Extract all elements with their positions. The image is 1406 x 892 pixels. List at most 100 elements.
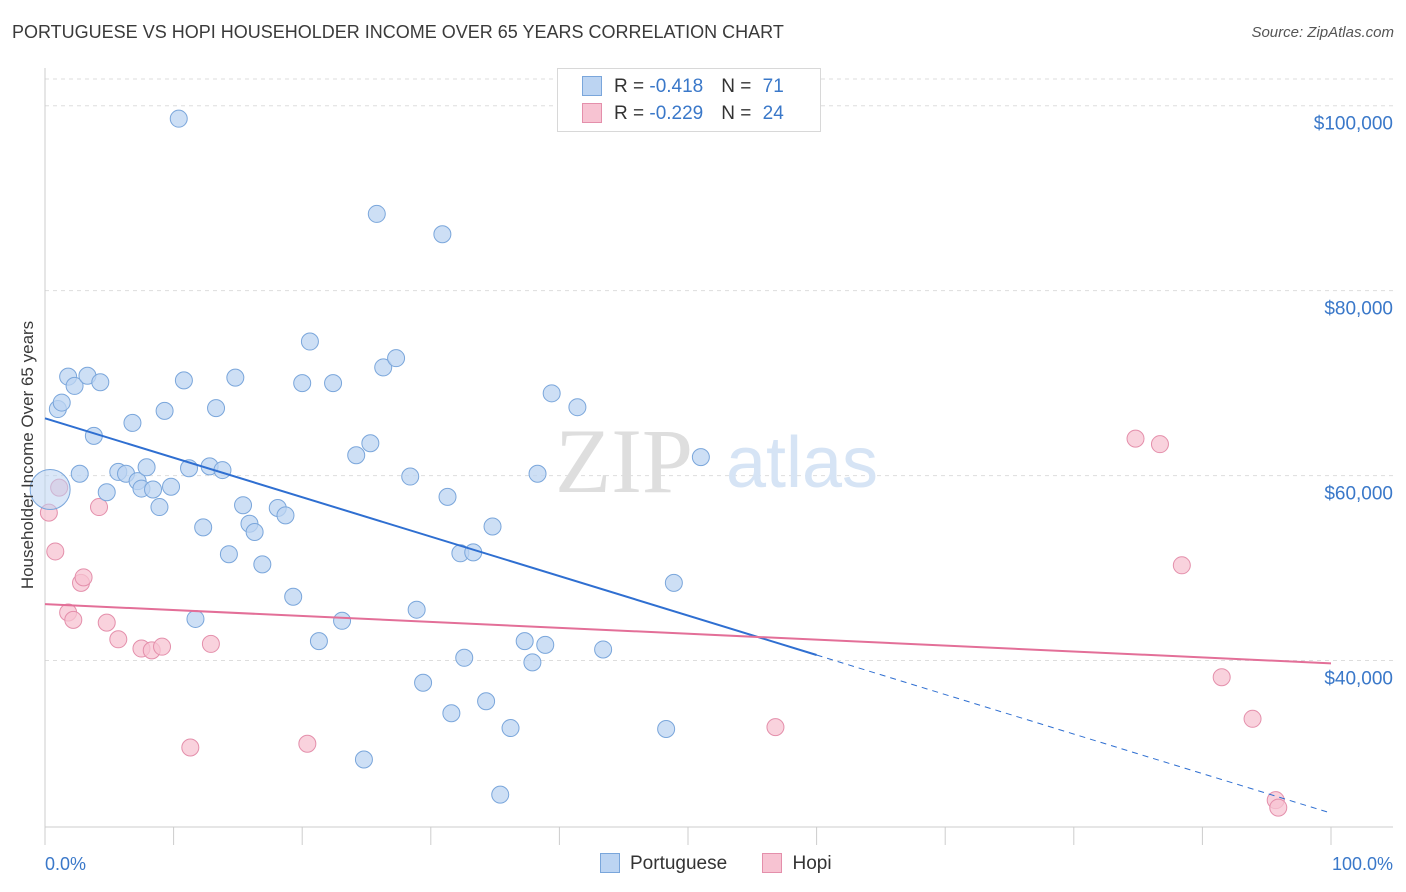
- hopi-trend-line: [44, 603, 1332, 665]
- portuguese-point: [523, 653, 542, 672]
- portuguese-point: [293, 374, 312, 393]
- portuguese-point: [194, 518, 213, 537]
- portuguese-point: [387, 349, 406, 368]
- legend-r-label: R =: [614, 103, 650, 124]
- y-axis-label: Householder Income Over 65 years: [18, 321, 37, 589]
- portuguese-point: [536, 635, 555, 654]
- hopi-point: [181, 738, 200, 757]
- portuguese-legend-swatch: [600, 853, 620, 873]
- y-tick-label: $80,000: [1324, 299, 1393, 320]
- hopi-point: [201, 634, 220, 653]
- tick-labels: $40,000 $60,000 $80,000 $100,000 0.0% 100.0%: [45, 114, 1393, 874]
- watermark-zip: ZIP: [555, 410, 693, 512]
- hopi-point: [64, 610, 83, 629]
- portuguese-point: [253, 555, 272, 574]
- portuguese-point: [477, 692, 496, 711]
- hopi-point: [46, 542, 65, 561]
- portuguese-point: [568, 398, 587, 417]
- portuguese-point: [691, 448, 710, 467]
- portuguese-point: [438, 487, 457, 506]
- hopi-point: [153, 637, 172, 656]
- hopi-point: [1212, 668, 1231, 687]
- legend-row-portuguese: R = -0.418 N = 71: [582, 76, 784, 98]
- y-tick-label: $60,000: [1324, 484, 1393, 505]
- portuguese-point: [97, 483, 116, 502]
- hopi-point: [109, 630, 128, 649]
- watermark-atlas: atlas: [726, 423, 878, 503]
- portuguese-point: [401, 467, 420, 486]
- portuguese-point: [333, 611, 352, 630]
- portuguese-point: [29, 468, 71, 510]
- hopi-point: [1172, 556, 1191, 575]
- portuguese-point: [219, 545, 238, 564]
- portuguese-point: [123, 413, 142, 432]
- portuguese-point: [186, 609, 205, 628]
- portuguese-point: [150, 498, 169, 517]
- portuguese-point: [155, 401, 174, 420]
- x-tick-label: 0.0%: [45, 854, 86, 874]
- legend-r-value: -0.418: [649, 76, 704, 97]
- portuguese-point: [455, 648, 474, 667]
- portuguese-point: [374, 358, 393, 377]
- portuguese-swatch: [582, 76, 602, 96]
- chart-title: PORTUGUESE VS HOPI HOUSEHOLDER INCOME OV…: [12, 22, 784, 42]
- correlation-legend: R = -0.418 N = 71 R = -0.229 N = 24: [557, 68, 821, 132]
- legend-label-portuguese: Portuguese: [630, 853, 728, 874]
- portuguese-point: [361, 434, 380, 453]
- legend-item-hopi[interactable]: Hopi: [762, 853, 832, 875]
- portuguese-points: [29, 109, 710, 804]
- legend-row-hopi: R = -0.229 N = 24: [582, 103, 784, 125]
- grid-lines: [45, 78, 1393, 662]
- legend-item-portuguese[interactable]: Portuguese: [600, 853, 727, 875]
- hopi-point: [298, 734, 317, 753]
- portuguese-point: [70, 464, 89, 483]
- portuguese-point: [207, 399, 226, 418]
- portuguese-trend-line: [44, 417, 817, 656]
- hopi-point: [1150, 435, 1169, 454]
- chart-source: Source: ZipAtlas.com: [1251, 24, 1394, 41]
- y-tick-label: $100,000: [1314, 114, 1393, 135]
- portuguese-point: [174, 371, 193, 390]
- portuguese-point: [169, 109, 188, 128]
- x-tick-label: 100.0%: [1332, 854, 1393, 874]
- portuguese-trend-extension: [816, 654, 1332, 814]
- portuguese-point: [52, 393, 71, 412]
- portuguese-point: [501, 719, 520, 738]
- y-tick-label: $40,000: [1324, 669, 1393, 690]
- portuguese-point: [414, 673, 433, 692]
- portuguese-point: [137, 458, 156, 477]
- hopi-point: [1269, 798, 1288, 817]
- watermark: ZIP atlas: [555, 410, 878, 512]
- portuguese-point: [442, 704, 461, 723]
- axes: [44, 68, 1393, 845]
- portuguese-point: [309, 632, 328, 651]
- portuguese-point: [234, 496, 253, 515]
- legend-n-label: N =: [721, 76, 757, 97]
- portuguese-point: [354, 750, 373, 769]
- hopi-point: [97, 613, 116, 632]
- portuguese-point: [65, 376, 84, 395]
- hopi-point: [74, 568, 93, 587]
- portuguese-point: [542, 384, 561, 403]
- portuguese-point: [226, 368, 245, 387]
- portuguese-point: [245, 523, 264, 542]
- portuguese-point: [491, 785, 510, 804]
- portuguese-point: [594, 640, 613, 659]
- portuguese-point: [91, 373, 110, 392]
- legend-n-label: N =: [721, 103, 757, 124]
- hopi-legend-swatch: [762, 853, 783, 873]
- portuguese-point: [515, 632, 534, 651]
- portuguese-point: [664, 573, 683, 592]
- portuguese-point: [300, 332, 319, 351]
- portuguese-point: [144, 480, 163, 499]
- legend-label-hopi: Hopi: [792, 853, 832, 874]
- portuguese-point: [367, 204, 386, 223]
- legend-n-value: 71: [762, 76, 784, 97]
- legend-r-value: -0.229: [649, 103, 704, 124]
- legend-r-label: R =: [614, 76, 650, 97]
- portuguese-point: [276, 506, 295, 525]
- portuguese-point: [162, 477, 181, 496]
- portuguese-point: [483, 517, 502, 536]
- portuguese-point: [324, 374, 343, 393]
